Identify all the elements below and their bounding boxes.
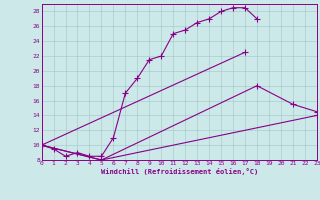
X-axis label: Windchill (Refroidissement éolien,°C): Windchill (Refroidissement éolien,°C) [100,168,258,175]
